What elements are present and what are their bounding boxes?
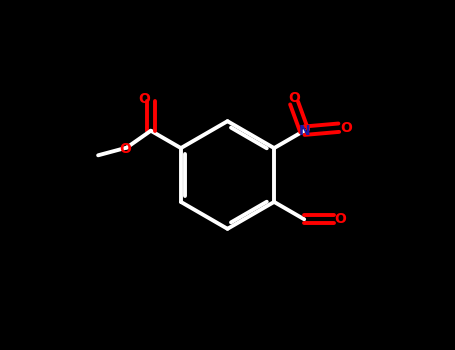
- Text: N: N: [298, 124, 310, 138]
- Text: O: O: [139, 92, 151, 106]
- Text: O: O: [288, 91, 300, 105]
- Text: O: O: [119, 142, 131, 156]
- Text: O: O: [335, 212, 347, 226]
- Text: O: O: [340, 121, 352, 135]
